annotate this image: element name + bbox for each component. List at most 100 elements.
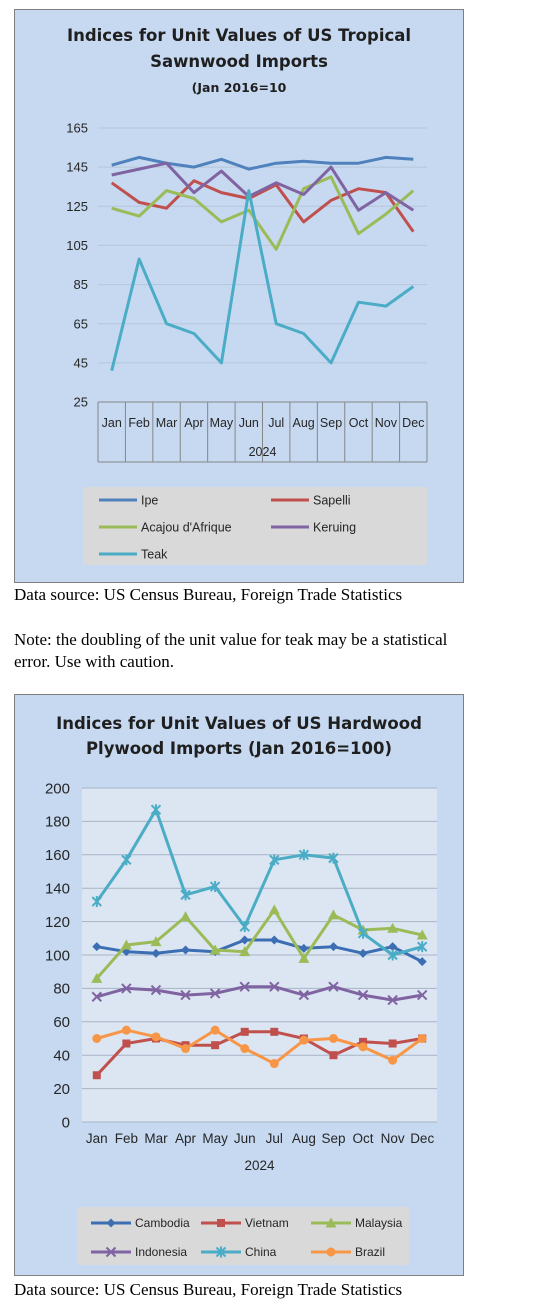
chart2-point-indonesia [328,981,339,992]
chart2-point-malaysia [120,939,132,950]
chart2-point-indonesia [387,994,398,1006]
chart2-point-china [417,941,428,953]
chart2-point-malaysia [91,972,103,983]
chart2-legend-marker-brazil [326,1247,336,1257]
chart1-x-tick-label: Feb [128,416,150,430]
data-source-2: Data source: US Census Bureau, Foreign T… [14,1280,403,1299]
chart2-point-malaysia [150,936,162,947]
chart2-point-malaysia [268,904,280,915]
chart2-point-brazil [92,1034,102,1043]
chart1-series-keruing-line [111,161,415,212]
chart2-x-tick-label: Sep [321,1131,345,1146]
chart2-x-tick-label: Nov [381,1131,405,1146]
chart2-point-brazil [328,1034,338,1043]
chart2-point-china [328,852,339,864]
chart2-point-vietnam [270,1027,279,1036]
chart1-y-tick-label: 145 [66,160,88,175]
chart2-y-tick-label: 20 [53,1081,70,1098]
chart1-y-tick-label: 125 [66,199,88,214]
chart2-point-brazil [417,1034,427,1043]
chart1-title-line2: Sawnwood Imports [150,52,328,71]
chart2-title-line2: Plywood Imports (Jan 2016=100) [85,739,393,758]
chart2-series-brazil-line [96,1028,424,1066]
chart2-legend-label-vietnam: Vietnam [245,1216,289,1230]
chart2-x-tick-label: Aug [292,1131,316,1146]
chart1-series-sapelli-line [110,179,415,233]
chart1-legend-box [83,487,427,565]
chart2-point-malaysia [416,929,428,940]
chart2-point-indonesia [209,988,221,999]
chart1-legend-label-ipe: Ipe [141,493,158,507]
chart2-y-tick-label: 140 [45,880,70,897]
chart2-point-vietnam [388,1039,397,1048]
chart2-point-indonesia [150,984,162,996]
chart2-point-indonesia [269,981,280,992]
chart2-y-tick-label: 120 [45,914,70,931]
chart2-point-cambodia [417,957,427,967]
chart1-plot: 25 45 65 85 105 125 145 165 Jan Feb Mar Apr May Jun Ju… [66,121,428,565]
chart2-point-brazil [151,1032,161,1042]
chart2-point-china [387,949,398,961]
chart2-point-vietnam [211,1041,220,1050]
chart2-x-tick-label: May [202,1131,228,1146]
chart1-x-tick-label: Oct [349,416,369,430]
chart2-point-vietnam [122,1039,131,1048]
chart2-y-tick-label: 40 [53,1047,70,1064]
chart2-point-cambodia [92,942,102,952]
chart2-y-tick-label: 60 [53,1014,70,1031]
chart2-point-china [239,921,250,933]
chart1-y-tick-label: 25 [74,395,88,410]
chart1-series-acajou-d-afrique-line [111,175,415,251]
chart2-point-china [357,927,369,939]
chart2-point-china [91,896,102,908]
chart1-legend-label-keruing: Keruing [313,520,356,534]
chart2-legend-item-indonesia: Indonesia [91,1245,187,1259]
chart2-series-indonesia-markers [91,981,428,1006]
chart2-legend-item-china: China [201,1245,277,1259]
chart2-point-indonesia [121,983,132,994]
chart2-x-axis-label: 2024 [244,1158,275,1173]
chart2-y-tick-label: 200 [45,780,70,797]
chart1-x-tick-label: Nov [375,416,398,430]
chart2-point-malaysia [298,952,310,963]
chart2-point-china [180,889,191,901]
chart2-point-indonesia [417,989,428,1001]
chart2-point-malaysia [209,944,221,955]
chart2-point-cambodia [358,948,368,958]
chart2-x-tick-label: Oct [353,1131,374,1146]
chart1-title-line1: Indices for Unit Values of US Tropical [66,26,412,45]
chart2-y-tick-label: 80 [53,981,70,998]
chart-tropical-sawnwood: Indices for Unit Values of US Tropical S… [14,9,464,583]
chart2-legend-item-brazil: Brazil [311,1245,385,1259]
chart1-x-tick-label: Dec [402,416,424,430]
chart2-point-malaysia [180,911,192,922]
chart1-legend-item-sapelli: Sapelli [271,493,351,507]
chart2-point-indonesia [91,991,102,1002]
chart1-x-axis-label: 2024 [249,445,277,459]
chart2-point-malaysia [239,946,251,957]
chart2-point-china [150,804,162,816]
chart1-x-tick-label: Mar [156,416,178,430]
chart2-point-china [121,854,132,866]
chart2-point-brazil [210,1025,220,1035]
chart1-x-tick-label: Aug [293,416,315,430]
data-source-1: Data source: US Census Bureau, Foreign T… [14,585,403,604]
chart2-point-brazil [121,1025,131,1035]
chart2-x-tick-label: Apr [175,1131,197,1146]
chart2-point-indonesia [180,989,191,1001]
chart2-x-tick-label: Mar [144,1131,168,1146]
chart2-series-brazil-markers [92,1025,427,1069]
chart2-point-brazil [269,1059,279,1069]
chart1-legend-label-acajou-d-afrique: Acajou d'Afrique [141,520,232,534]
chart2-series-vietnam-line [95,1030,423,1077]
chart2-point-vietnam [359,1037,368,1046]
chart2-legend-label-cambodia: Cambodia [135,1216,190,1230]
chart2-legend-label-malaysia: Malaysia [355,1216,403,1230]
chart1-plot-area [98,128,427,402]
chart1-series-ipe-line [111,155,414,171]
chart1-x-tick-label: Jul [268,416,284,430]
note-line-1: Note: the doubling of the unit value for… [14,630,448,649]
chart1-legend-label-teak: Teak [141,547,168,561]
chart2-x-tick-label: Feb [115,1131,138,1146]
chart2-point-malaysia [327,909,339,920]
